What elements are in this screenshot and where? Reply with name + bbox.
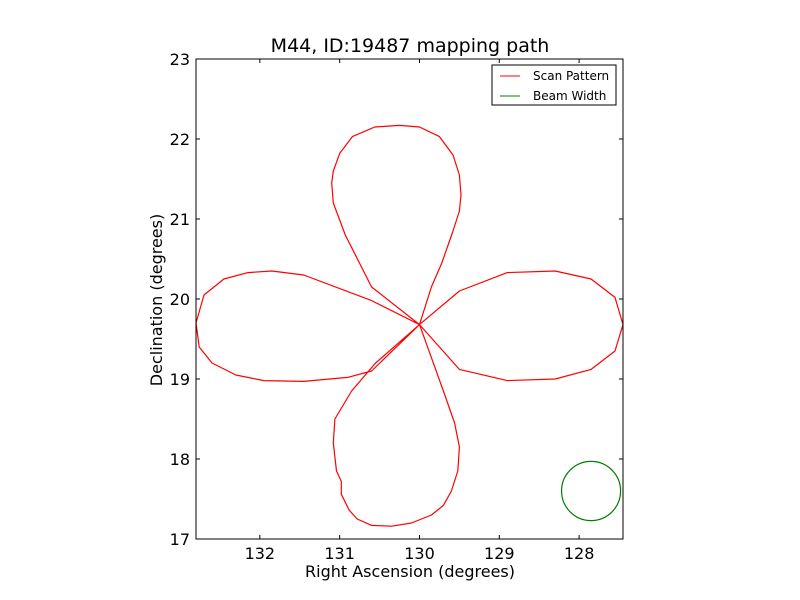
series-scan-pattern xyxy=(196,124,623,527)
y-tick-label: 19 xyxy=(170,370,190,389)
legend: Scan Pattern Beam Width xyxy=(491,64,617,106)
y-axis-title: Declination (degrees) xyxy=(147,214,166,386)
legend-label-scan: Scan Pattern xyxy=(533,69,609,83)
x-axis-title: Right Ascension (degrees) xyxy=(305,562,515,581)
x-tick-label: 130 xyxy=(404,544,435,563)
chart-title: M44, ID:19487 mapping path xyxy=(271,35,550,57)
x-tick-label: 131 xyxy=(324,544,355,563)
series-beam-width xyxy=(560,460,622,522)
x-tick-label: 129 xyxy=(484,544,515,563)
y-tick-label: 17 xyxy=(170,530,190,549)
x-tick-label: 132 xyxy=(245,544,276,563)
y-tick-label: 23 xyxy=(170,50,190,69)
x-tick-label: 128 xyxy=(564,544,595,563)
y-tick-label: 18 xyxy=(170,450,190,469)
legend-label-beam: Beam Width xyxy=(533,89,606,103)
y-tick-label: 20 xyxy=(170,290,190,309)
y-axis: 17 18 19 20 21 22 23 xyxy=(170,50,623,549)
plot-area xyxy=(195,58,624,540)
x-axis: 132 131 130 129 128 xyxy=(245,59,595,563)
y-tick-label: 21 xyxy=(170,210,190,229)
y-tick-label: 22 xyxy=(170,130,190,149)
plot-frame xyxy=(195,58,624,540)
legend-box xyxy=(491,64,617,106)
